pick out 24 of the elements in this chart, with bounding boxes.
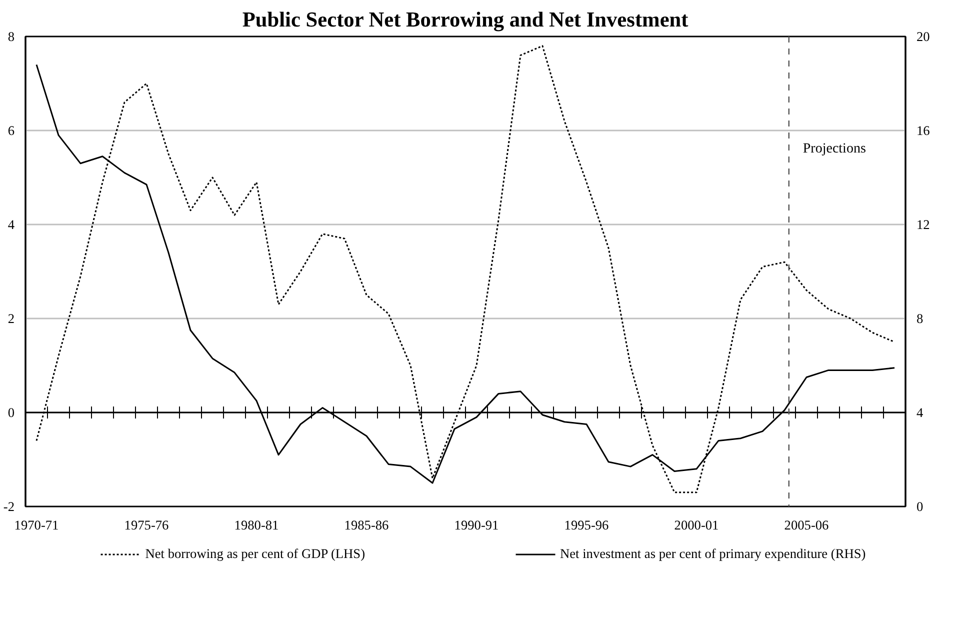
y2-tick-label: 16 [916, 123, 930, 138]
x-tick-label: 1975-76 [124, 518, 170, 532]
legend-label: Net investment as per cent of primary expenditure (RHS) [560, 546, 866, 562]
x-tick-label: 1985-86 [344, 518, 390, 532]
chart-title: Public Sector Net Borrowing and Net Investment [242, 8, 690, 32]
x-tick-label: 1980-81 [234, 518, 279, 532]
y2-tick-label: 0 [916, 499, 924, 514]
y-tick-label: 8 [8, 29, 15, 44]
x-tick-label: 1970-71 [14, 518, 59, 532]
y-tick-label: 2 [8, 311, 15, 326]
y2-tick-label: 20 [916, 29, 930, 44]
y2-tick-label: 4 [916, 405, 924, 420]
x-tick-label: 1995-96 [564, 518, 610, 532]
legend-label: Net borrowing as per cent of GDP (LHS) [145, 546, 366, 562]
y-tick-label: 6 [8, 123, 15, 138]
y2-tick-label: 8 [916, 311, 924, 326]
x-tick-label: 2005-06 [784, 518, 830, 532]
y-tick-label: 4 [8, 217, 15, 232]
annotation: Projections [802, 142, 866, 156]
y-tick-label: -2 [3, 499, 15, 514]
x-tick-label: 1990-91 [454, 518, 499, 532]
x-tick-label: 2000-01 [674, 518, 719, 532]
y2-tick-label: 12 [916, 217, 930, 232]
y-tick-label: 0 [8, 405, 15, 420]
